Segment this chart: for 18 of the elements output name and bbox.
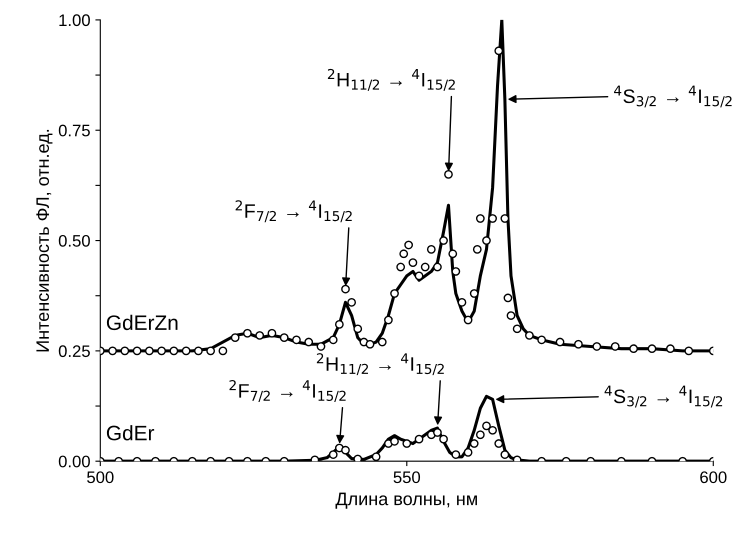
y-tick-label: 0.25 bbox=[58, 345, 90, 358]
x-tick-label: 500 bbox=[87, 471, 114, 484]
annotation: $^{4}$S$_{3/2}$ → $^{4}$I$_{15/2}$ bbox=[604, 386, 722, 408]
annotation: $^{4}$S$_{3/2}$ → $^{4}$I$_{15/2}$ bbox=[614, 86, 732, 108]
y-tick-label: 1.00 bbox=[59, 14, 90, 26]
y-tick-label: 0.50 bbox=[58, 234, 90, 247]
y-tick-label: 0.00 bbox=[58, 456, 90, 468]
annotation: $^{2}$F$_{7/2}$ → $^{4}$I$_{15/2}$ bbox=[236, 200, 352, 222]
annotation: $^{2}$H$_{11/2}$ → $^{4}$I$_{15/2}$ bbox=[328, 68, 455, 91]
annotation: $^{2}$F$_{7/2}$ → $^{4}$I$_{15/2}$ bbox=[229, 380, 346, 402]
series-label: GdErZn bbox=[106, 314, 178, 330]
x-axis-title: Длина волны, нм bbox=[336, 492, 477, 509]
series-label: GdEr bbox=[106, 425, 154, 440]
annotation: $^{2}$H$_{11/2}$ → $^{4}$I$_{15/2}$ bbox=[316, 353, 444, 376]
y-tick-label: 0.75 bbox=[58, 124, 90, 136]
y-axis-title: Интенсивность ФЛ, отн.ед. bbox=[36, 130, 52, 352]
x-tick-label: 550 bbox=[394, 471, 420, 484]
x-tick-label: 600 bbox=[700, 471, 727, 484]
